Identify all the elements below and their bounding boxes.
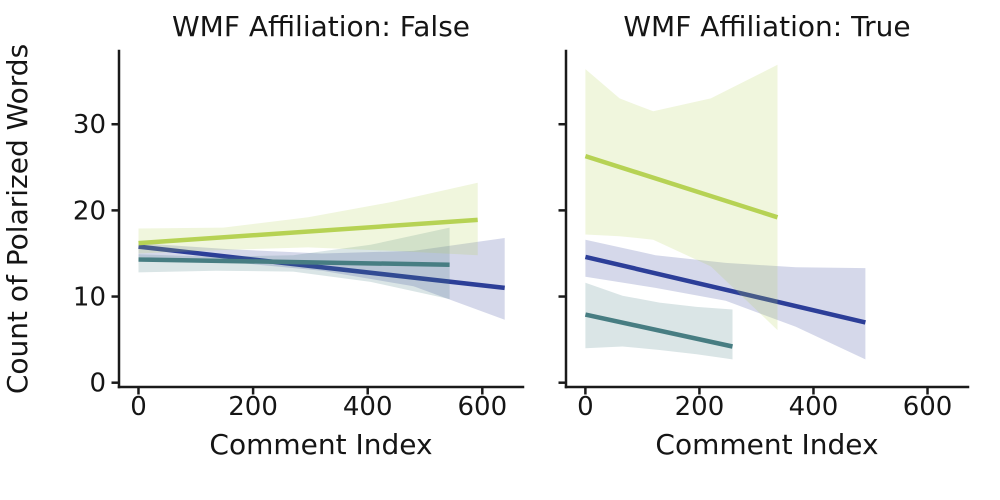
- confidence-band-green: [585, 64, 778, 331]
- x-tick-label: 600: [903, 392, 953, 422]
- confidence-band-green: [138, 182, 478, 256]
- regression-line-blue: [138, 244, 505, 291]
- x-tick-label: 0: [577, 392, 594, 422]
- panel-title: WMF Affiliation: False: [172, 10, 470, 43]
- panel-title: WMF Affiliation: True: [623, 10, 910, 43]
- y-axis-label: Count of Polarized Words: [1, 44, 34, 394]
- x-tick-label: 400: [789, 392, 839, 422]
- y-tick-label: 30: [73, 110, 106, 140]
- panel-1: 0 200 400 600 WMF Affiliation: True Comment I…: [558, 10, 970, 461]
- x-tick-label: 200: [228, 392, 278, 422]
- y-tick-label: 20: [73, 196, 106, 226]
- regression-line-blue: [584, 254, 866, 325]
- x-axis-label: Comment Index: [655, 428, 878, 461]
- regression-line-teal: [584, 312, 733, 349]
- regression-line-green: [584, 153, 779, 220]
- regression-line-green: [138, 217, 478, 246]
- x-axis-label: Comment Index: [209, 428, 432, 461]
- y-tick-label: 10: [73, 283, 106, 313]
- x-tick-label: 0: [130, 392, 147, 422]
- x-tick-label: 600: [457, 392, 507, 422]
- y-tick-label: 0: [89, 369, 106, 399]
- confidence-band-blue: [585, 239, 866, 360]
- panel-0: 0 200 400 600 0 10 20 30 WMF Affiliation: False C…: [1, 10, 525, 461]
- regression-line-teal: [138, 257, 450, 267]
- x-tick-label: 200: [675, 392, 725, 422]
- x-tick-label: 400: [343, 392, 393, 422]
